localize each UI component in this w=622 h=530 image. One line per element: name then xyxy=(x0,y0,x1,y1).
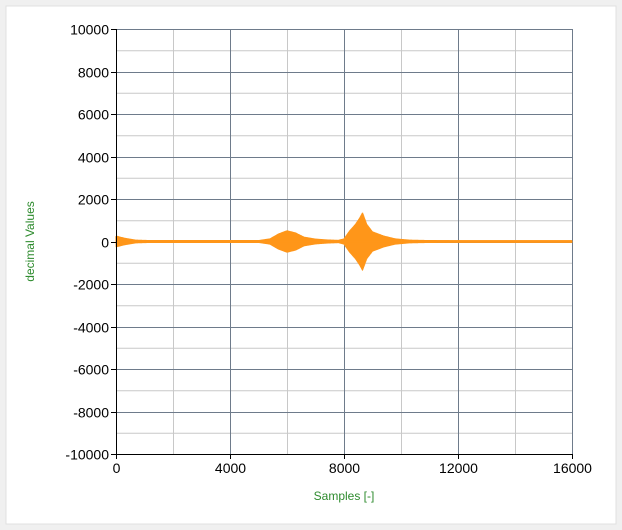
tick-labels: 10000 8000 6000 4000 2000 0 -2000 -4000 -6000 -80… xyxy=(65,22,592,477)
y-tick-label: -4000 xyxy=(73,320,109,336)
y-tick-label: 0 xyxy=(101,235,109,251)
x-tick-label: 16000 xyxy=(553,460,592,476)
y-tick-label: 6000 xyxy=(78,107,109,123)
y-tick-label: 2000 xyxy=(78,192,109,208)
y-axis-title: decimal Values xyxy=(23,201,37,281)
axes xyxy=(111,29,573,459)
series-layer xyxy=(115,212,573,271)
y-tick-label: 8000 xyxy=(78,65,109,81)
x-tick-label: 8000 xyxy=(329,460,360,476)
x-tick-label: 0 xyxy=(113,460,121,476)
y-tick-label: -2000 xyxy=(73,277,109,293)
x-axis-title: Samples [-] xyxy=(314,489,375,503)
y-tick-label: 4000 xyxy=(78,150,109,166)
y-tick-label: -8000 xyxy=(73,405,109,421)
y-tick-label: 10000 xyxy=(70,22,109,38)
x-tick-label: 4000 xyxy=(215,460,246,476)
x-tick-label: 12000 xyxy=(439,460,478,476)
y-tick-label: -10000 xyxy=(65,447,109,463)
y-tick-label: -6000 xyxy=(73,362,109,378)
